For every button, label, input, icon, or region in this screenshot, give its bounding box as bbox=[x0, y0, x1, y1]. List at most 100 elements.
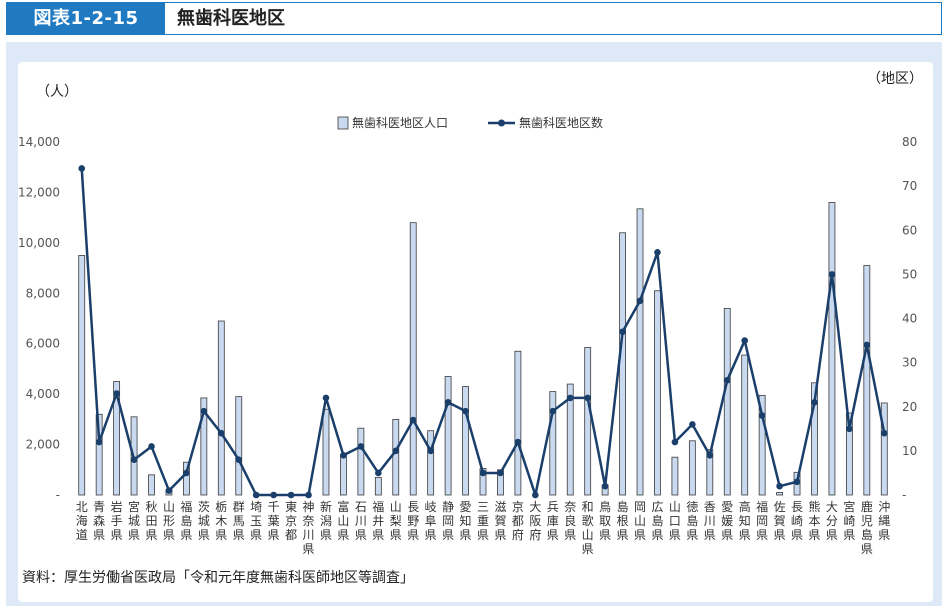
category-label: 福井県 bbox=[372, 499, 384, 542]
point-福井県 bbox=[375, 469, 382, 477]
point-栃木県 bbox=[217, 429, 225, 437]
category-label: 栃木県 bbox=[215, 500, 227, 542]
point-鳥取県 bbox=[601, 482, 609, 490]
right-tick-label: 60 bbox=[902, 223, 917, 237]
bar-北海道 bbox=[78, 255, 86, 496]
category-label: 長野県 bbox=[407, 500, 419, 542]
category-label: 群馬県 bbox=[233, 500, 245, 542]
bar-熊本県 bbox=[811, 382, 818, 496]
source-note: 資料：厚生労働省医政局「令和元年度無歯科医師地区等調査」 bbox=[22, 570, 414, 586]
category-label: 岐阜県 bbox=[425, 500, 437, 542]
legend-bar-swatch bbox=[337, 116, 349, 130]
category-label: 福島県 bbox=[180, 499, 192, 542]
category-label: 山形県 bbox=[163, 500, 175, 542]
bar-栃木県 bbox=[217, 320, 225, 496]
point-山形県 bbox=[165, 487, 173, 494]
category-label: 山口県 bbox=[669, 500, 681, 542]
category-label: 滋賀県 bbox=[494, 500, 506, 542]
category-label: 大分県 bbox=[826, 500, 838, 542]
point-石川県 bbox=[357, 443, 365, 450]
bar-奈良県 bbox=[566, 383, 574, 496]
left-tick-label: 12,000 bbox=[18, 185, 60, 199]
category-label: 沖縄県 bbox=[878, 500, 890, 542]
bar-兵庫県 bbox=[549, 391, 557, 496]
point-宮崎県 bbox=[846, 425, 853, 433]
bar-鹿児島県 bbox=[863, 265, 871, 496]
point-愛知県 bbox=[462, 407, 469, 415]
point-岡山県 bbox=[636, 297, 644, 305]
category-label: 埼玉県 bbox=[250, 500, 262, 542]
point-富山県 bbox=[340, 451, 347, 459]
bar-佐賀県 bbox=[776, 492, 783, 496]
category-label: 奈良県 bbox=[564, 500, 576, 542]
right-tick-label: 50 bbox=[902, 267, 917, 281]
figure-number: 図表1-2-15 bbox=[7, 3, 165, 34]
legend-bar-label: 無歯科医地区人口 bbox=[352, 115, 448, 130]
point-青森県 bbox=[95, 438, 103, 446]
category-label: 宮城県 bbox=[128, 499, 140, 542]
point-長野県 bbox=[409, 416, 417, 424]
bar-愛知県 bbox=[462, 386, 469, 496]
category-label: 熊本県 bbox=[808, 499, 820, 542]
point-北海道 bbox=[78, 165, 86, 172]
point-岩手県 bbox=[113, 390, 120, 397]
right-tick-label: 30 bbox=[902, 356, 917, 370]
point-大分県 bbox=[828, 271, 836, 278]
bar-茨城県 bbox=[200, 397, 208, 496]
category-label: 神奈川県 bbox=[303, 500, 315, 556]
chart-svg: （人） （地区） - 2,000 4,000 6,000 8,000 10,000 12,000… bbox=[18, 71, 923, 556]
point-奈良県 bbox=[566, 394, 574, 402]
figure-header: 図表1-2-15 無歯科医地区 bbox=[6, 2, 942, 35]
category-label: 大阪府 bbox=[529, 500, 541, 542]
bar-静岡県 bbox=[444, 376, 452, 496]
bar-新潟県 bbox=[322, 408, 330, 496]
legend-line-label: 無歯科医地区数 bbox=[519, 115, 603, 130]
bar-大分県 bbox=[828, 202, 836, 496]
point-沖縄県 bbox=[880, 429, 888, 437]
category-label: 千葉県 bbox=[268, 500, 280, 542]
point-埼玉県 bbox=[252, 491, 260, 499]
bar-福井県 bbox=[374, 476, 382, 496]
category-label: 京都府 bbox=[512, 500, 524, 542]
bar-徳島県 bbox=[688, 440, 696, 496]
category-label: 広島県 bbox=[651, 500, 663, 542]
category-label: 静岡県 bbox=[442, 500, 454, 542]
bar-秋田県 bbox=[148, 474, 155, 496]
right-tick-label: - bbox=[902, 488, 906, 502]
category-label: 三重県 bbox=[477, 500, 489, 542]
category-label: 和歌山県 bbox=[582, 500, 594, 556]
bar-岡山県 bbox=[636, 208, 644, 496]
left-tick-label: 4,000 bbox=[26, 387, 60, 401]
point-群馬県 bbox=[235, 456, 243, 464]
chart-panel: （人） （地区） - 2,000 4,000 6,000 8,000 10,000 12,000… bbox=[6, 42, 942, 606]
right-tick-label: 70 bbox=[902, 179, 917, 193]
bar-福島県 bbox=[183, 461, 190, 496]
bar-山梨県 bbox=[392, 418, 400, 496]
left-tick-label: 10,000 bbox=[18, 236, 60, 250]
category-label: 高知県 bbox=[739, 499, 751, 542]
right-tick-label: 80 bbox=[902, 135, 917, 149]
category-label: 兵庫県 bbox=[547, 500, 559, 542]
point-熊本県 bbox=[811, 399, 818, 406]
bar-京都府 bbox=[514, 350, 522, 496]
category-label: 愛知県 bbox=[460, 500, 472, 542]
bar-岩手県 bbox=[113, 381, 121, 496]
point-静岡県 bbox=[444, 399, 452, 406]
category-label: 福岡県 bbox=[756, 499, 768, 542]
point-大阪府 bbox=[532, 491, 539, 499]
legend-line-marker bbox=[498, 119, 505, 127]
category-label: 宮崎県 bbox=[843, 499, 855, 542]
point-長崎県 bbox=[793, 478, 801, 486]
point-京都府 bbox=[514, 438, 522, 446]
category-label: 茨城県 bbox=[198, 500, 210, 542]
bar-石川県 bbox=[357, 427, 365, 496]
bar-山口県 bbox=[671, 456, 679, 496]
left-tick-label: 8,000 bbox=[26, 286, 60, 300]
category-label: 新潟県 bbox=[320, 499, 332, 542]
category-label: 島根県 bbox=[617, 499, 629, 542]
category-label: 青森県 bbox=[93, 500, 105, 542]
point-三重県 bbox=[479, 469, 487, 477]
category-label: 富山県 bbox=[337, 499, 349, 542]
right-tick-label: 10 bbox=[902, 444, 917, 458]
category-label: 岩手県 bbox=[111, 499, 123, 542]
